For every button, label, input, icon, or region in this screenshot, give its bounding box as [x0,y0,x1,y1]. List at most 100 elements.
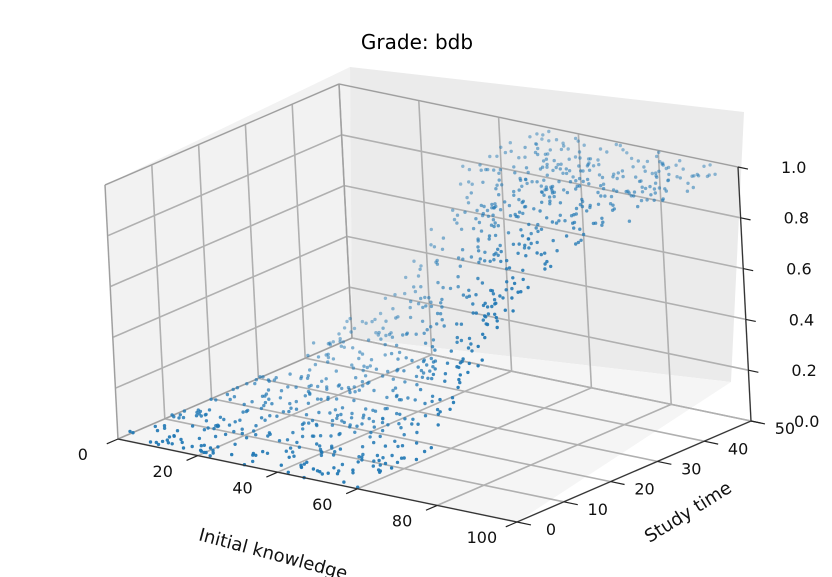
scatter-point [596,158,600,162]
scatter-point [478,163,482,167]
scatter-point [279,463,283,467]
y-tick-mark [610,481,625,486]
scatter-point [294,407,299,411]
scatter-point [391,307,395,311]
scatter-point [316,355,321,359]
scatter-point [552,158,556,163]
scatter-point [636,159,640,163]
scatter-point [620,169,625,173]
scatter-point [467,361,471,366]
scatter-point [488,259,492,263]
scatter-point [511,242,516,246]
scatter-point [450,396,455,400]
scatter-point [194,414,199,418]
scatter-point [519,290,523,294]
scatter-point [489,223,494,227]
scatter-point [571,175,575,179]
scatter-point [231,387,235,392]
scatter-point [397,398,402,402]
scatter-point [272,378,277,382]
scatter-point [465,195,469,200]
scatter-point [350,363,354,367]
scatter-point [336,384,341,388]
scatter-point [490,202,494,207]
scatter-point [492,168,496,172]
scatter-point [492,224,496,229]
scatter-point [383,342,387,347]
scatter-point [611,175,615,179]
scatter-point [366,338,371,342]
scatter-point [310,434,315,438]
scatter-point [565,190,570,195]
scatter-point [428,369,432,373]
scatter-point [286,470,290,474]
scatter-point [326,397,330,401]
scatter-point [479,229,484,233]
scatter-point [337,332,341,336]
scatter-point [353,390,357,394]
scatter-point [306,374,310,378]
scatter-point [348,425,352,429]
scatter-point [652,187,657,191]
scatter-point [609,194,614,199]
scatter-point [307,421,311,425]
scatter-point [401,333,405,337]
scatter-point [544,157,549,161]
scatter-point [361,368,365,373]
scatter-point [579,238,583,242]
x-tick-label: 0 [78,445,88,464]
scatter-point [467,167,472,172]
x-tick-mark [186,455,199,461]
scatter-point [440,247,445,251]
scatter-point [181,415,186,420]
scatter-point [393,386,398,390]
scatter-point [559,162,563,166]
scatter-point [490,304,494,309]
scatter-point [367,416,371,421]
scatter-point [654,171,658,175]
scatter-point [508,214,513,218]
scatter-point [422,331,426,335]
scatter-point [618,143,622,148]
pane-floor [118,338,731,522]
scatter-point [481,318,485,322]
scatter-point [372,440,376,445]
scatter-point [564,171,569,176]
scatter-point [204,419,209,423]
scatter-point [233,442,237,446]
scatter-point [287,409,291,414]
scatter-point [431,338,436,342]
scatter-point [429,325,433,329]
scatter-point [632,194,636,198]
scatter-point [532,207,536,211]
scatter-point [539,227,544,231]
scatter-point [455,322,459,326]
scatter-point [535,240,539,245]
scatter-point [216,424,221,428]
scatter-point [541,159,546,163]
scatter-point [320,450,324,455]
grid-line-z-back [344,184,744,270]
scatter-point [199,449,204,453]
scatter-point [342,326,347,330]
scatter-point [381,326,385,330]
scatter-point [516,251,520,255]
scatter-point [480,281,485,285]
scatter-point [268,432,272,436]
scatter-point [493,221,497,225]
scatter-point [616,171,620,175]
scatter-point [362,364,366,368]
scatter-point [547,139,551,143]
scatter-point [419,264,423,268]
scatter-point [334,397,339,401]
scatter-point [162,426,167,430]
scatter-point [225,392,230,397]
scatter-point [352,398,356,403]
scatter-point [424,304,428,308]
scatter-point [518,178,523,182]
scatter-point [535,180,539,184]
scatter-point [405,331,409,335]
pane-edge [104,184,119,440]
scatter-point [615,176,619,181]
